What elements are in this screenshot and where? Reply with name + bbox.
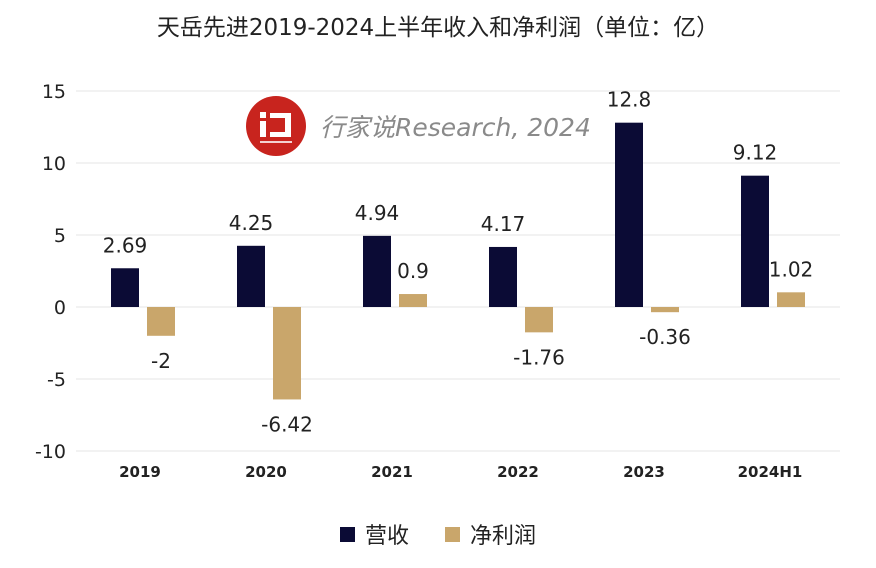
x-tick-label: 2019 [119,463,161,481]
bar [363,235,391,307]
y-tick-label: 15 [42,81,66,103]
data-label: -0.36 [639,325,691,349]
data-label: -1.76 [513,345,565,369]
data-label: 9.12 [733,141,778,165]
bar [489,246,517,307]
data-label: 0.9 [397,259,429,283]
data-label: 4.94 [355,201,400,225]
x-tick-label: 2020 [245,463,287,481]
legend: 营收 净利润 [0,518,876,550]
bar [741,175,769,307]
bar [651,307,679,313]
y-tick-label: 5 [54,225,66,247]
data-label: 2.69 [103,233,148,257]
y-tick-label: 10 [42,153,66,175]
y-tick-label: -10 [35,441,66,463]
legend-label-revenue: 营收 [364,524,409,549]
data-label: 12.8 [607,88,652,112]
x-tick-label: 2022 [497,463,539,481]
chart-title: 天岳先进2019-2024上半年收入和净利润（单位：亿） [156,15,720,41]
watermark-text: 行家说Research, 2024 [320,113,591,142]
y-tick-label: 0 [54,297,66,319]
x-tick-label: 2023 [623,463,665,481]
bar [777,292,805,307]
data-label: 4.25 [229,211,274,235]
bar [525,307,553,333]
x-tick-label: 2021 [371,463,413,481]
y-tick-label: -5 [47,369,66,391]
hangjiashuo-logo-icon [246,96,306,156]
watermark: 行家说Research, 2024 [246,96,591,156]
legend-item-revenue: 营收 [339,518,409,550]
bar [111,268,139,307]
legend-item-net-profit: 净利润 [445,518,536,550]
data-label: 1.02 [769,257,814,281]
bar [147,307,175,336]
bar [615,122,643,308]
legend-swatch-net-profit [445,526,460,542]
data-label: -2 [151,349,171,373]
legend-label-net-profit: 净利润 [470,524,537,549]
bar [399,294,427,307]
data-label: 4.17 [481,212,526,236]
x-tick-label: 2024H1 [738,463,803,481]
bar [237,245,265,307]
data-label: -6.42 [261,412,313,436]
bar [273,307,301,400]
legend-swatch-revenue [339,526,355,542]
